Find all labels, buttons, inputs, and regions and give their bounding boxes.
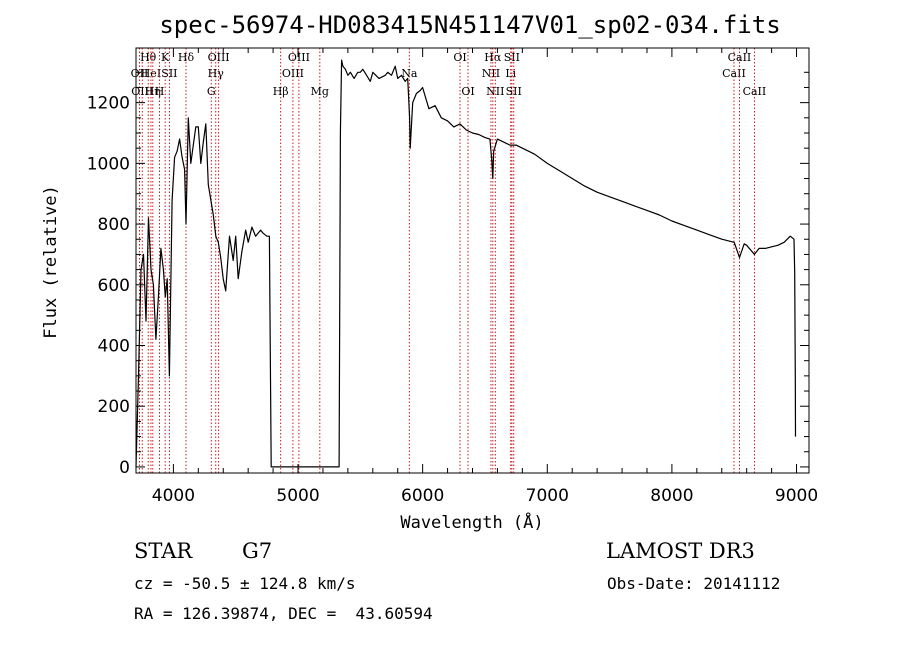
spectrum-series — [135, 59, 797, 468]
chart-title: spec-56974-HD083415N451147V01_sp02-034.f… — [159, 11, 780, 39]
line-marker-label-24: SII — [506, 85, 522, 98]
y-tick-label-0: 0 — [119, 458, 130, 478]
x-tick-label-7000: 7000 — [526, 486, 569, 506]
coordinates-readout: RA = 126.39874, DEC = 43.60594 — [134, 604, 433, 623]
axis-ticks: 4000 5000 6000 7000 8000 9000 0 200 400 600 800 100… — [87, 48, 818, 506]
y-axis-title: Flux (relative) — [41, 185, 61, 339]
line-marker-label-5: H — [155, 85, 165, 98]
line-marker-label-6: K — [161, 51, 170, 64]
line-marker-label-26: CaII — [728, 51, 752, 64]
line-marker-label-9: G — [207, 85, 216, 98]
line-marker-label-4: Hη — [145, 85, 161, 98]
line-marker-label-16: Na — [401, 67, 418, 80]
line-marker-label-20: Hα — [484, 51, 502, 64]
line-marker-label-21: NII — [486, 85, 504, 98]
line-marker-label-7: SII — [161, 67, 177, 80]
line-marker-label-2: Hθ — [140, 51, 157, 64]
spectrum-line-0 — [135, 59, 797, 468]
survey-release: LAMOST DR3 — [606, 539, 755, 563]
velocity-readout: cz = -50.5 ± 124.8 km/s — [134, 574, 356, 593]
line-marker-label-19: NII — [482, 67, 500, 80]
line-marker-label-8: Hδ — [178, 51, 195, 64]
y-tick-label-600: 600 — [98, 276, 130, 296]
line-marker-label-17: OI — [453, 51, 466, 64]
object-class: STAR — [134, 539, 193, 563]
x-tick-label-9000: 9000 — [775, 486, 818, 506]
line-marker-label-15: Mg — [311, 85, 329, 98]
line-marker-label-12: Hβ — [273, 85, 289, 98]
x-tick-label-5000: 5000 — [276, 486, 319, 506]
line-marker-label-11: OIII — [208, 51, 230, 64]
line-marker-label-0: OII — [131, 67, 149, 80]
y-tick-label-1200: 1200 — [87, 94, 130, 114]
x-axis-title: Wavelength (Å) — [400, 511, 543, 533]
line-marker-label-10: Hγ — [208, 67, 225, 80]
line-marker-label-13: OIII — [282, 67, 304, 80]
line-marker-label-18: OI — [461, 85, 474, 98]
y-tick-label-1000: 1000 — [87, 154, 130, 174]
y-tick-label-400: 400 — [98, 337, 130, 357]
line-marker-label-23: SII — [504, 51, 520, 64]
line-marker-label-22: Li — [505, 67, 516, 80]
y-tick-label-200: 200 — [98, 397, 130, 417]
observation-date: Obs-Date: 20141112 — [607, 574, 781, 593]
x-tick-label-4000: 4000 — [152, 486, 195, 506]
y-tick-label-800: 800 — [98, 215, 130, 235]
line-marker-label-1: OIII — [131, 85, 153, 98]
line-marker-label-27: CaII — [743, 85, 767, 98]
line-marker-label-14: OIII — [288, 51, 310, 64]
object-subclass: G7 — [242, 539, 273, 563]
spectral-line-markers: OIIOIIIHθHeIHηHKSIIHδGHγOIIIHβOIIIOIIIMg… — [131, 48, 767, 473]
line-marker-label-3: HeI — [141, 67, 161, 80]
x-tick-label-6000: 6000 — [401, 486, 444, 506]
line-marker-label-25: CaII — [722, 67, 746, 80]
x-tick-label-8000: 8000 — [650, 486, 693, 506]
